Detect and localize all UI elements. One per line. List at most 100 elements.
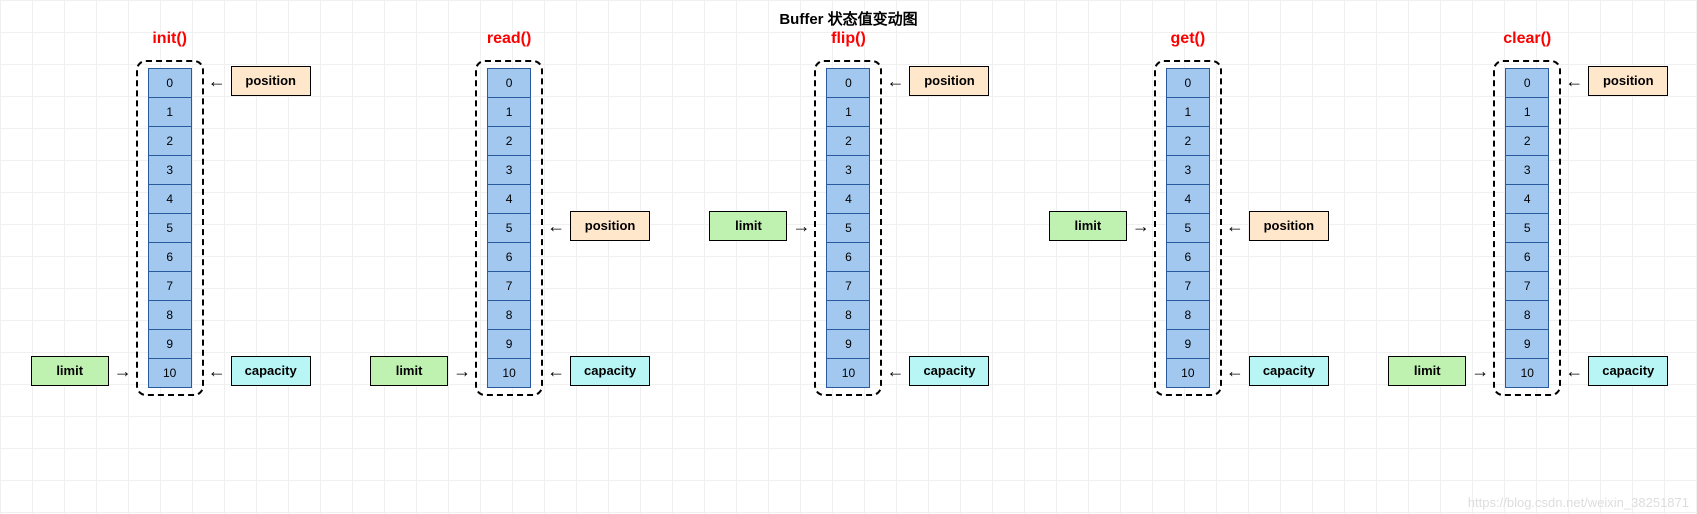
buffer-cell: 1: [1166, 97, 1210, 127]
arrow-left-icon: ←: [544, 211, 568, 241]
capacity-tag: capacity: [909, 356, 989, 386]
buffer-cell: 5: [487, 213, 531, 243]
arrow-left-icon: ←: [1562, 66, 1586, 96]
buffer-cell: 7: [487, 271, 531, 301]
panel-flip: flip()012345678910position←capacity←limi…: [688, 30, 1008, 490]
buffer-cell: 7: [826, 271, 870, 301]
limit-tag: limit: [1388, 356, 1466, 386]
buffer-cell: 10: [1505, 358, 1549, 388]
buffer-cell: 0: [1166, 68, 1210, 98]
buffer-cell: 1: [826, 97, 870, 127]
buffer-cell: 3: [1166, 155, 1210, 185]
buffer-cell: 10: [148, 358, 192, 388]
buffer-cell: 8: [1166, 300, 1210, 330]
buffer-cell: 3: [826, 155, 870, 185]
buffer-cell: 3: [487, 155, 531, 185]
buffer-cell: 5: [1505, 213, 1549, 243]
capacity-tag: capacity: [1588, 356, 1668, 386]
watermark: https://blog.csdn.net/weixin_38251871: [1468, 495, 1689, 510]
buffer-cell: 4: [1166, 184, 1210, 214]
buffer-cell: 8: [826, 300, 870, 330]
buffer-cell: 5: [826, 213, 870, 243]
buffer-cell: 10: [487, 358, 531, 388]
buffer-cell: 0: [826, 68, 870, 98]
buffer-cell: 1: [148, 97, 192, 127]
buffer-cell: 9: [148, 329, 192, 359]
position-tag: position: [570, 211, 650, 241]
arrow-right-icon: →: [450, 356, 474, 386]
panel-get: get()012345678910position←capacity←limit…: [1028, 30, 1348, 490]
panel-title: read(): [487, 30, 531, 48]
buffer-cell: 0: [1505, 68, 1549, 98]
panel-title: init(): [152, 30, 187, 48]
buffer-cell: 7: [1505, 271, 1549, 301]
buffer-cell: 3: [1505, 155, 1549, 185]
arrow-left-icon: ←: [1223, 211, 1247, 241]
buffer-cell: 1: [487, 97, 531, 127]
buffer-cell: 2: [148, 126, 192, 156]
buffer-cell: 4: [1505, 184, 1549, 214]
buffer-frame: 012345678910: [1493, 60, 1561, 396]
buffer-cell: 8: [1505, 300, 1549, 330]
capacity-tag: capacity: [231, 356, 311, 386]
limit-tag: limit: [709, 211, 787, 241]
limit-tag: limit: [31, 356, 109, 386]
buffer-cell: 6: [1166, 242, 1210, 272]
buffer-cell: 6: [1505, 242, 1549, 272]
arrow-left-icon: ←: [205, 66, 229, 96]
buffer-cell: 5: [148, 213, 192, 243]
diagram-title: Buffer 状态值变动图: [779, 8, 917, 29]
panel-title: clear(): [1503, 30, 1551, 48]
capacity-tag: capacity: [1249, 356, 1329, 386]
buffer-cell: 2: [487, 126, 531, 156]
arrow-right-icon: →: [111, 356, 135, 386]
panel-init: init()012345678910position←capacity←limi…: [10, 30, 330, 490]
buffer-cell: 3: [148, 155, 192, 185]
buffer-cell: 8: [148, 300, 192, 330]
buffer-cell: 9: [826, 329, 870, 359]
buffer-cell: 2: [1505, 126, 1549, 156]
buffer-cell: 6: [826, 242, 870, 272]
buffer-cell: 0: [487, 68, 531, 98]
panels-container: init()012345678910position←capacity←limi…: [0, 0, 1697, 490]
buffer-cell: 6: [148, 242, 192, 272]
panel-title: flip(): [831, 30, 866, 48]
buffer-cell: 8: [487, 300, 531, 330]
position-tag: position: [1249, 211, 1329, 241]
limit-tag: limit: [370, 356, 448, 386]
buffer-cell: 5: [1166, 213, 1210, 243]
buffer-cell: 0: [148, 68, 192, 98]
buffer-cell: 9: [1166, 329, 1210, 359]
arrow-right-icon: →: [789, 211, 813, 241]
panel-clear: clear()012345678910position←capacity←lim…: [1367, 30, 1687, 490]
arrow-left-icon: ←: [1223, 356, 1247, 386]
buffer-cell: 2: [1166, 126, 1210, 156]
limit-tag: limit: [1049, 211, 1127, 241]
buffer-cell: 7: [1166, 271, 1210, 301]
buffer-cell: 10: [826, 358, 870, 388]
arrow-left-icon: ←: [205, 356, 229, 386]
arrow-left-icon: ←: [544, 356, 568, 386]
buffer-cell: 7: [148, 271, 192, 301]
position-tag: position: [1588, 66, 1668, 96]
buffer-cell: 9: [487, 329, 531, 359]
buffer-cell: 4: [826, 184, 870, 214]
arrow-left-icon: ←: [883, 356, 907, 386]
arrow-right-icon: →: [1468, 356, 1492, 386]
position-tag: position: [909, 66, 989, 96]
panel-read: read()012345678910position←capacity←limi…: [349, 30, 669, 490]
buffer-cell: 4: [487, 184, 531, 214]
buffer-frame: 012345678910: [814, 60, 882, 396]
buffer-frame: 012345678910: [475, 60, 543, 396]
arrow-right-icon: →: [1129, 211, 1153, 241]
buffer-frame: 012345678910: [136, 60, 204, 396]
buffer-cell: 2: [826, 126, 870, 156]
panel-title: get(): [1171, 30, 1206, 48]
capacity-tag: capacity: [570, 356, 650, 386]
buffer-cell: 10: [1166, 358, 1210, 388]
arrow-left-icon: ←: [1562, 356, 1586, 386]
buffer-cell: 4: [148, 184, 192, 214]
buffer-cell: 9: [1505, 329, 1549, 359]
buffer-cell: 1: [1505, 97, 1549, 127]
arrow-left-icon: ←: [883, 66, 907, 96]
